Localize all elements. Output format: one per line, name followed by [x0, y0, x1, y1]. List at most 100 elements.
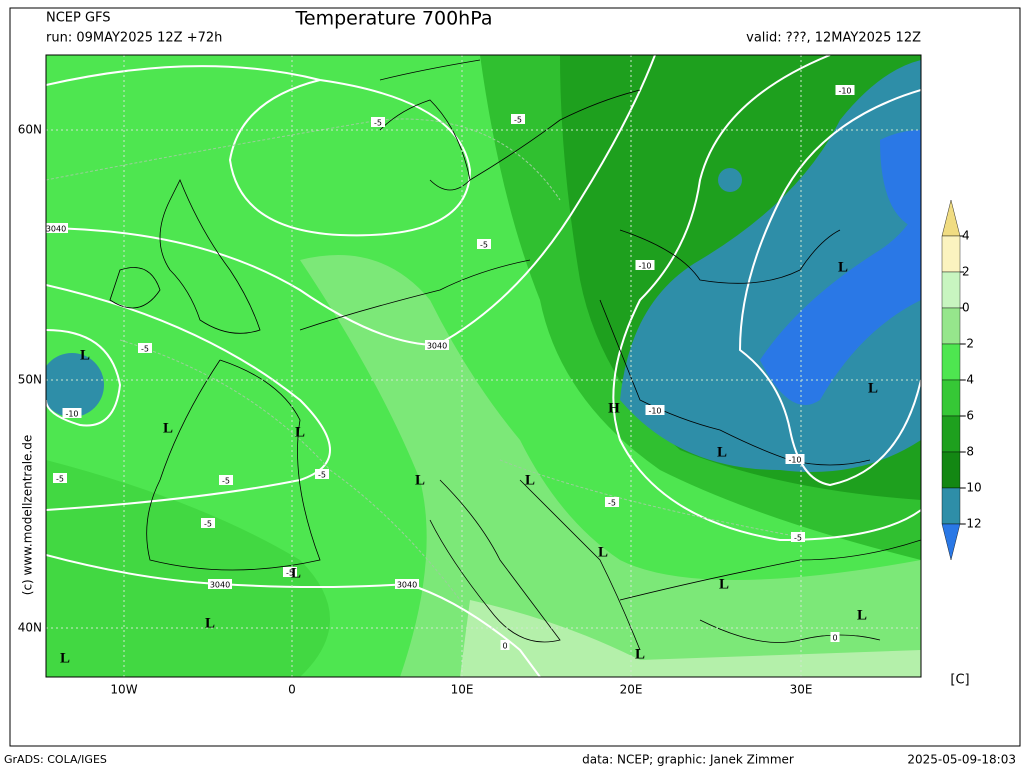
contour-label: -10	[65, 410, 78, 419]
lon-label: 0	[288, 683, 296, 697]
unit: [C]	[950, 673, 969, 688]
pressure-center: L	[60, 650, 70, 666]
pressure-center: L	[80, 347, 90, 363]
model: NCEP GFS	[46, 11, 111, 26]
contour-label: -5	[318, 471, 326, 480]
colorbar-segment	[941, 343, 961, 381]
pressure-center: L	[719, 576, 729, 592]
contour-label-box	[477, 239, 491, 249]
colorbar-label: -12	[962, 517, 982, 531]
lon-label: 20E	[620, 683, 643, 697]
contour-label-box	[46, 223, 68, 233]
pressure-center: L	[857, 607, 867, 623]
contour-label-box	[425, 340, 449, 350]
map: 3040 3040 3040 3040 -5 -5 -5 -5 -5 -5 -5 -5 -5 -5 -5 -1…	[46, 55, 921, 677]
contour-label: 3040	[46, 225, 66, 234]
footer-right: 2025-05-09-18:03	[907, 753, 1016, 767]
colorbar-label: -10	[962, 481, 982, 495]
contour-label: 3040	[427, 342, 447, 351]
colorbar-segment	[941, 271, 961, 309]
colorbar-segment	[941, 307, 961, 345]
run: run: 09MAY2025 12Z +72h	[46, 31, 222, 46]
contour-label-box	[791, 532, 805, 542]
pressure-center: L	[205, 615, 215, 631]
pressure-center: L	[598, 544, 608, 560]
contour-label: -5	[141, 345, 149, 354]
contour-label: -5	[204, 520, 212, 529]
contour-label-box	[62, 408, 82, 418]
contour-label-box	[645, 405, 665, 415]
contour-label-box	[371, 117, 385, 127]
contour-label: -5	[222, 477, 230, 486]
contour-label-box	[138, 343, 152, 353]
pressure-center: L	[717, 444, 727, 460]
colorbar-segment	[941, 199, 961, 237]
contour-label: -5	[608, 499, 616, 508]
contour-label-box	[283, 567, 297, 577]
lat-label: 40N	[18, 621, 42, 635]
contour-label-box	[511, 114, 525, 124]
lat-label: 60N	[18, 123, 42, 137]
valid: valid: ???, 12MAY2025 12Z	[746, 31, 921, 46]
contour-label: -10	[638, 262, 651, 271]
contour-label: -5	[374, 119, 382, 128]
pressure-center: L	[295, 424, 305, 440]
colorbar-label: 2	[962, 265, 970, 279]
colorbar-segment	[941, 487, 961, 525]
contour-label-box	[395, 579, 419, 589]
lon-label: 10E	[451, 683, 474, 697]
pressure-center: L	[838, 259, 848, 275]
contour-label-box	[315, 469, 329, 479]
contour-label: 3040	[210, 581, 230, 590]
frame	[9, 7, 1021, 747]
footer-left: GrADS: COLA/IGES	[4, 753, 107, 766]
contour-label: -10	[838, 87, 851, 96]
colorbar-segment	[941, 451, 961, 489]
colorbar-label: 0	[962, 301, 970, 315]
contour-label: -10	[788, 456, 801, 465]
colorbar-segment	[941, 379, 961, 417]
contour-label-box	[201, 518, 215, 528]
colorbar-label: -6	[962, 409, 974, 423]
colorbar-label: -4	[962, 373, 974, 387]
contour-label-box	[605, 497, 619, 507]
colorbar-label: -8	[962, 445, 974, 459]
contour-label-box	[835, 85, 855, 95]
contour-label-box	[53, 473, 67, 483]
colorbar-label: 4	[962, 229, 970, 243]
contour-label-box	[208, 579, 232, 589]
map-border	[45, 54, 922, 678]
contour-label: 3040	[397, 581, 417, 590]
lat-label: 50N	[18, 373, 42, 387]
contour-label: -5	[480, 241, 488, 250]
colorbar-label: -2	[962, 337, 974, 351]
lon-label: 30E	[790, 683, 813, 697]
contour-label-box	[785, 454, 805, 464]
pressure-center: L	[525, 472, 535, 488]
contour-label: -5	[286, 569, 294, 578]
pressure-center: L	[635, 646, 645, 662]
pressure-center: L	[291, 565, 301, 581]
contour-label: 0	[832, 634, 837, 643]
contour-label-box	[635, 260, 655, 270]
pressure-center: L	[415, 472, 425, 488]
pressure-center: L	[163, 420, 173, 436]
pressure-center: H	[608, 400, 620, 416]
credit: (c) www.modellzentrale.de	[21, 435, 35, 595]
contour-label-box	[219, 475, 233, 485]
colorbar-segment	[941, 523, 961, 561]
contour-label: -5	[794, 534, 802, 543]
colorbar-segment	[941, 235, 961, 273]
footer-center: data: NCEP; graphic: Janek Zimmer	[582, 753, 794, 767]
title: Temperature 700hPa	[295, 8, 493, 30]
lon-label: 10W	[110, 683, 137, 697]
contour-label-box	[500, 640, 510, 650]
contour-label-box	[830, 632, 840, 642]
contour-label: 0	[502, 642, 507, 651]
pressure-center: L	[868, 380, 878, 396]
colorbar-segment	[941, 415, 961, 453]
contour-label: -5	[514, 116, 522, 125]
contour-label: -10	[648, 407, 661, 416]
contour-label: -5	[56, 475, 64, 484]
